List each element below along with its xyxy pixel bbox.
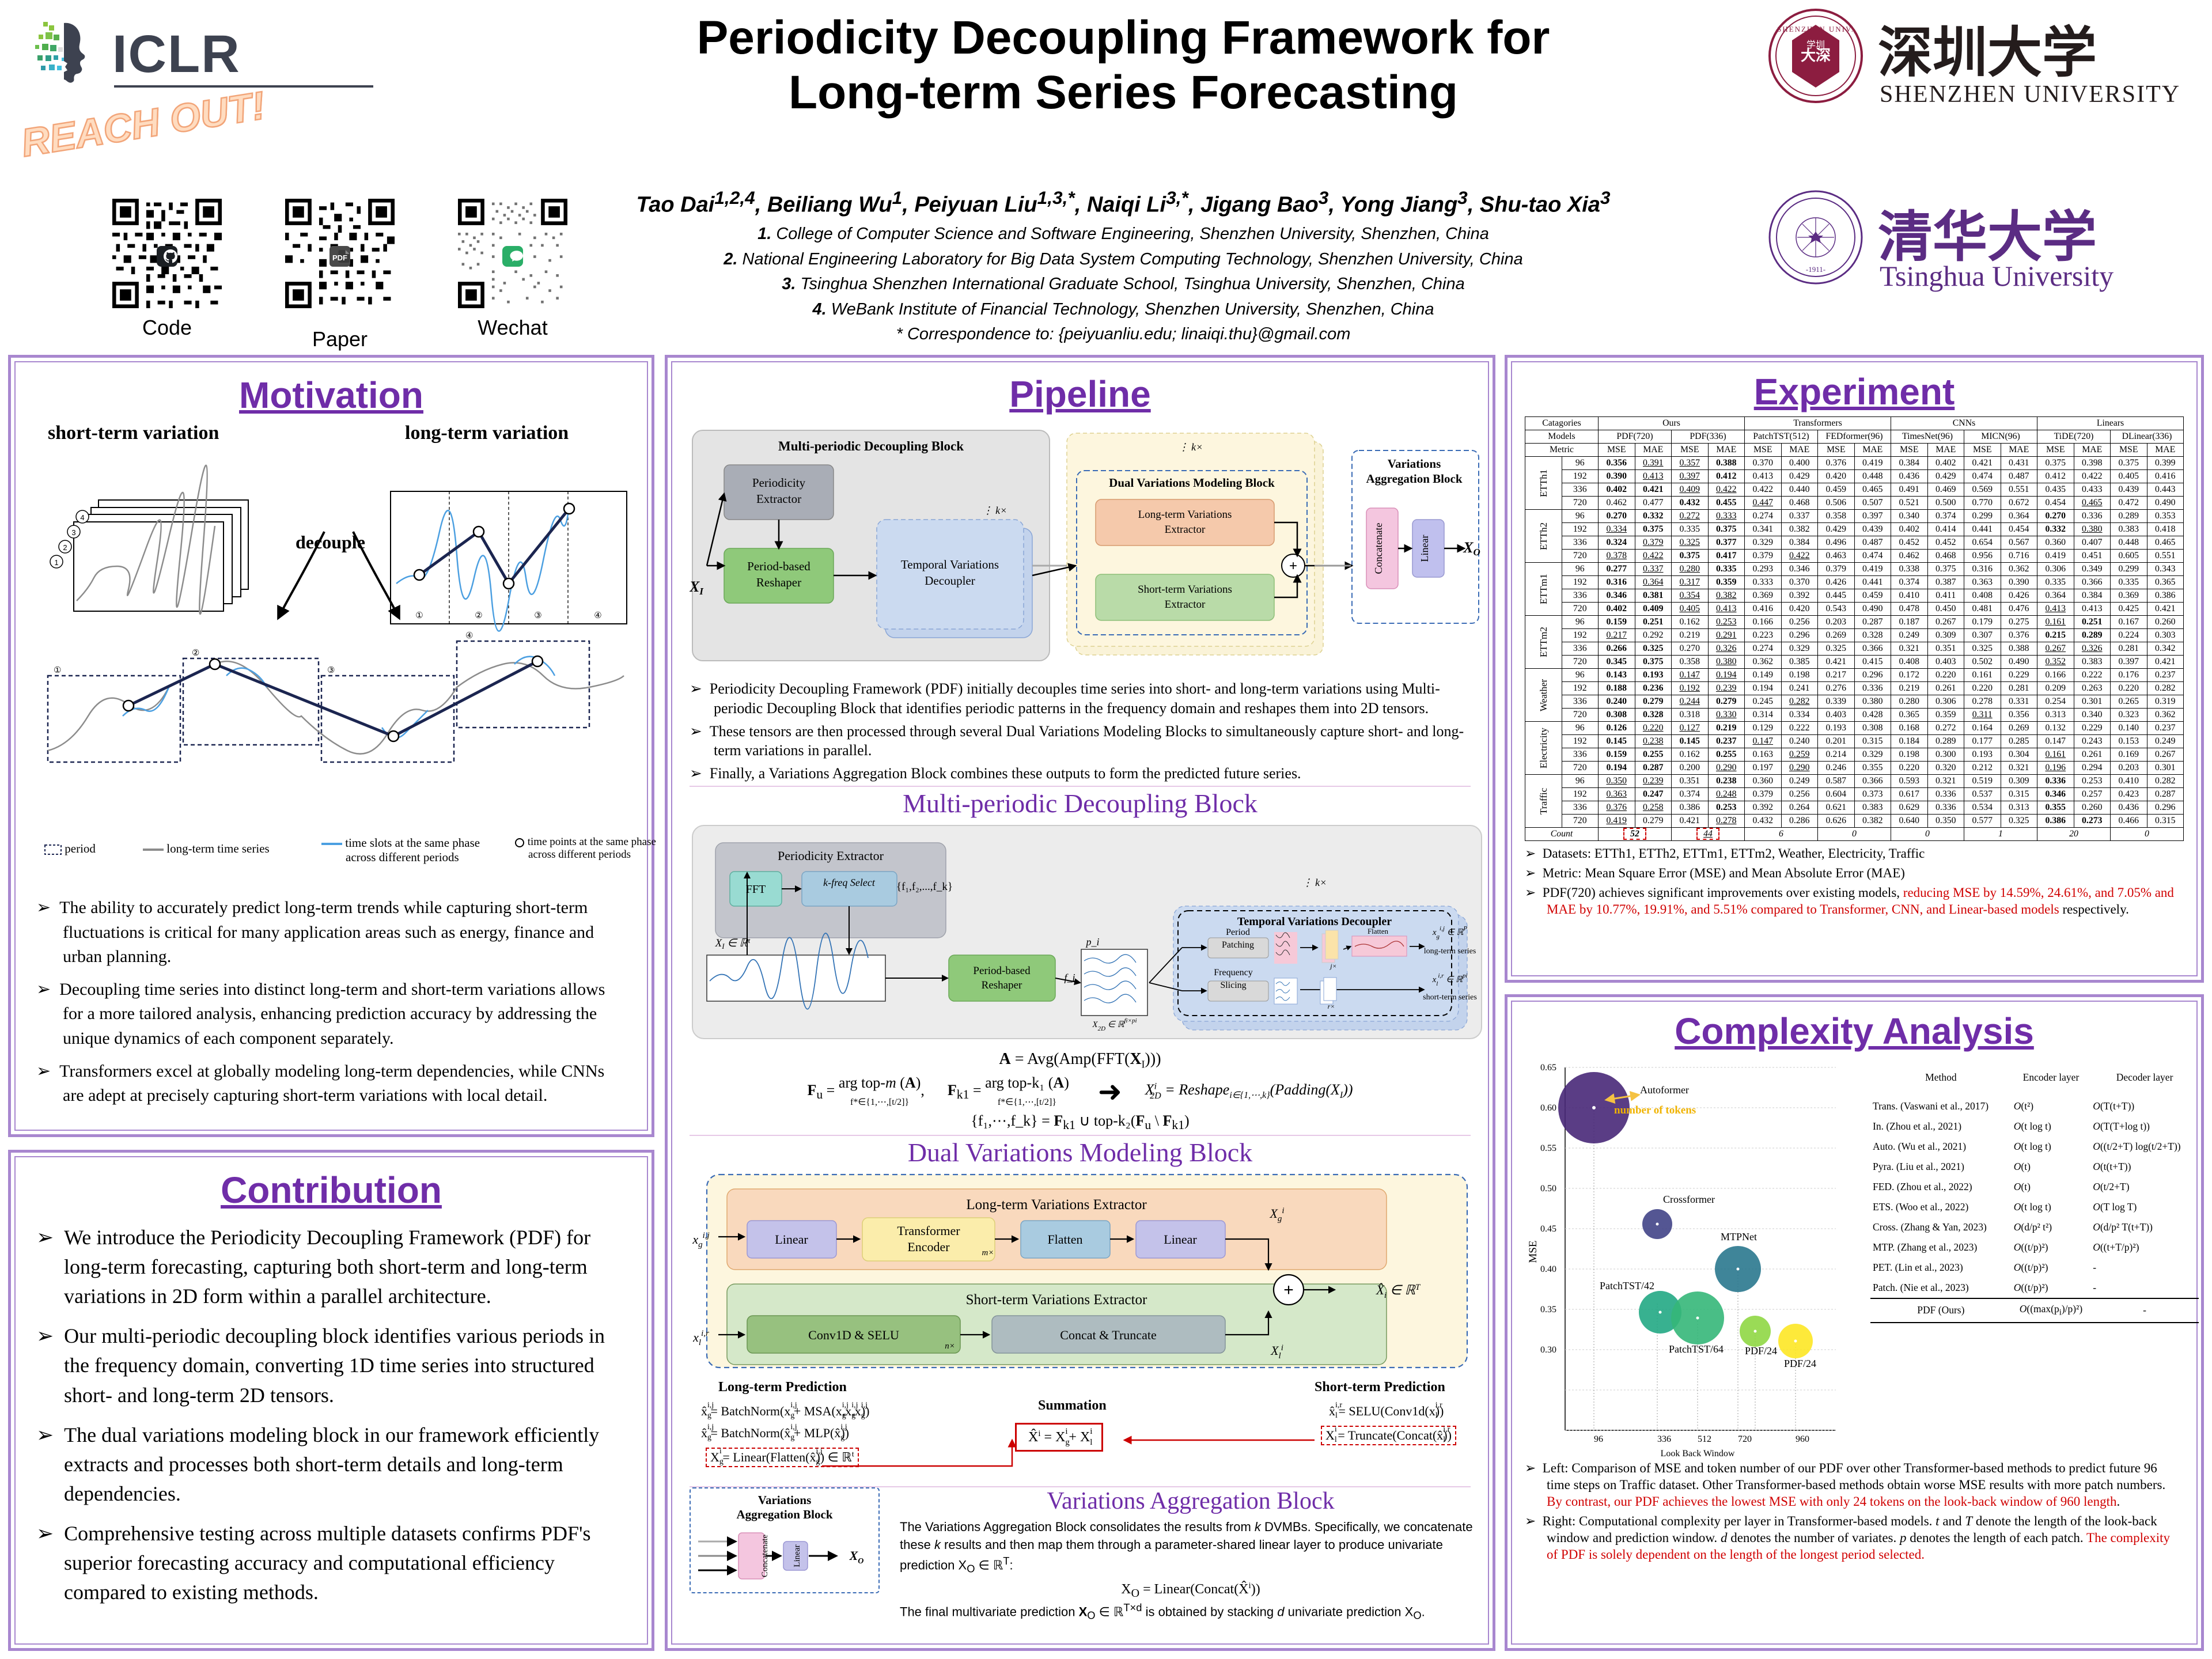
svg-text:Conv1D & SELU: Conv1D & SELU	[808, 1328, 899, 1342]
svg-text:Flatten: Flatten	[1368, 927, 1389, 935]
svg-text:Linear: Linear	[775, 1232, 808, 1247]
svg-text:Linear: Linear	[793, 1544, 802, 1567]
svg-text:②: ②	[192, 648, 199, 658]
svg-text:Dual Variations Modeling Block: Dual Variations Modeling Block	[1109, 476, 1275, 490]
svg-text:720: 720	[1738, 1434, 1752, 1444]
svg-text:4: 4	[80, 513, 84, 522]
svg-text:⋮ k×: ⋮ k×	[1302, 877, 1327, 888]
svg-text:Extractor: Extractor	[1165, 524, 1206, 536]
svg-text:Look Back Window: Look Back Window	[1661, 1449, 1735, 1459]
svg-text:XO: XO	[1463, 539, 1480, 558]
svg-text:Reshaper: Reshaper	[982, 979, 1022, 991]
svg-text:0.35: 0.35	[1540, 1305, 1556, 1315]
svg-text:Periodicity: Periodicity	[752, 476, 806, 490]
svg-text:PatchTST/64: PatchTST/64	[1669, 1343, 1724, 1355]
svg-text:Period-based: Period-based	[747, 559, 810, 573]
svg-text:Extractor: Extractor	[1165, 599, 1206, 611]
svg-text:0.40: 0.40	[1540, 1264, 1556, 1274]
svg-text:short-term series: short-term series	[1423, 993, 1477, 1002]
svg-text:number of tokens: number of tokens	[1614, 1104, 1696, 1116]
svg-text:+: +	[1283, 1281, 1294, 1300]
svg-text:Concatenate: Concatenate	[1373, 523, 1384, 574]
svg-text:96: 96	[1594, 1434, 1603, 1444]
svg-text:Multi-periodic Decoupling Bloc: Multi-periodic Decoupling Block	[778, 439, 964, 453]
svg-text:0.65: 0.65	[1540, 1063, 1556, 1073]
svg-text:Variations: Variations	[1388, 457, 1441, 471]
svg-text:Short-term Variations Extracto: Short-term Variations Extractor	[966, 1292, 1147, 1308]
svg-text:Extractor: Extractor	[756, 492, 801, 506]
svg-text:512: 512	[1698, 1434, 1711, 1444]
svg-text:Crossformer: Crossformer	[1663, 1194, 1715, 1205]
svg-text:2: 2	[63, 543, 67, 552]
svg-text:-1911-: -1911-	[1806, 265, 1825, 274]
svg-text:Temporal Variations Decoupler: Temporal Variations Decoupler	[1237, 915, 1392, 928]
svg-text:Autoformer: Autoformer	[1640, 1084, 1689, 1096]
svg-text:Long-term Variations Extractor: Long-term Variations Extractor	[966, 1197, 1147, 1213]
svg-text:①: ①	[415, 611, 423, 620]
svg-text:Linear: Linear	[1419, 535, 1430, 562]
svg-text:Transformer: Transformer	[897, 1224, 960, 1238]
svg-text:Aggregation Block: Aggregation Block	[1366, 472, 1462, 486]
svg-text:学圳: 学圳	[1806, 40, 1825, 50]
svg-text:m×: m×	[982, 1248, 994, 1257]
svg-text:PDF/24: PDF/24	[1745, 1345, 1777, 1357]
svg-text:Concat & Truncate: Concat & Truncate	[1060, 1328, 1156, 1342]
svg-text:Slicing: Slicing	[1220, 980, 1246, 990]
svg-text:①: ①	[54, 665, 61, 675]
svg-text:j×: j×	[1329, 962, 1336, 970]
svg-text:③: ③	[534, 611, 541, 620]
svg-text:k-freq Select: k-freq Select	[823, 877, 876, 888]
svg-text:{f₁,f₂,...,f_k}: {f₁,f₂,...,f_k}	[896, 881, 953, 893]
svg-text:Short-term Variations: Short-term Variations	[1138, 584, 1232, 596]
svg-text:0.45: 0.45	[1540, 1224, 1556, 1234]
svg-text:②: ②	[475, 611, 482, 620]
svg-text:3: 3	[71, 528, 75, 537]
svg-text:Decoupler: Decoupler	[925, 574, 975, 588]
svg-text:Temporal Variations: Temporal Variations	[901, 558, 999, 571]
svg-text:Period: Period	[1226, 927, 1250, 937]
svg-text:PatchTST/42: PatchTST/42	[1600, 1280, 1654, 1291]
svg-text:p_i: p_i	[1085, 936, 1099, 948]
svg-text:r×: r×	[1328, 1002, 1335, 1010]
svg-text:Frequency: Frequency	[1214, 968, 1253, 978]
svg-text:0.60: 0.60	[1540, 1103, 1556, 1113]
svg-text:0.50: 0.50	[1540, 1184, 1556, 1194]
svg-text:⋮ k×: ⋮ k×	[983, 505, 1007, 516]
svg-text:XO: XO	[849, 1548, 864, 1566]
svg-text:336: 336	[1657, 1434, 1671, 1444]
svg-text:n×: n×	[945, 1342, 955, 1351]
svg-text:⋮ k×: ⋮ k×	[1179, 441, 1203, 453]
svg-text:1: 1	[54, 558, 58, 567]
svg-text:MTPNet: MTPNet	[1721, 1231, 1757, 1243]
svg-text:0.55: 0.55	[1540, 1143, 1556, 1153]
svg-text:Linear: Linear	[1164, 1232, 1197, 1247]
svg-text:Patching: Patching	[1222, 940, 1254, 950]
svg-text:Long-term Variations: Long-term Variations	[1138, 509, 1232, 521]
svg-text:960: 960	[1796, 1434, 1809, 1444]
svg-text:Periodicity Extractor: Periodicity Extractor	[778, 849, 884, 863]
svg-text:④: ④	[594, 611, 601, 620]
svg-text:④: ④	[465, 631, 473, 641]
svg-text:FFT: FFT	[746, 883, 766, 896]
svg-text:Flatten: Flatten	[1047, 1232, 1082, 1247]
svg-text:0.30: 0.30	[1540, 1345, 1556, 1355]
svg-text:Reshaper: Reshaper	[756, 575, 801, 589]
svg-text:long-term series: long-term series	[1424, 947, 1476, 956]
svg-text:XI ∈ ℝt: XI ∈ ℝt	[715, 936, 751, 950]
svg-text:MSE: MSE	[1527, 1240, 1539, 1263]
svg-text:③: ③	[327, 665, 335, 675]
svg-text:PDF/24: PDF/24	[1784, 1358, 1816, 1369]
svg-text:Encoder: Encoder	[907, 1240, 950, 1254]
svg-text:+: +	[1289, 558, 1297, 574]
svg-text:Period-based: Period-based	[973, 965, 1031, 977]
